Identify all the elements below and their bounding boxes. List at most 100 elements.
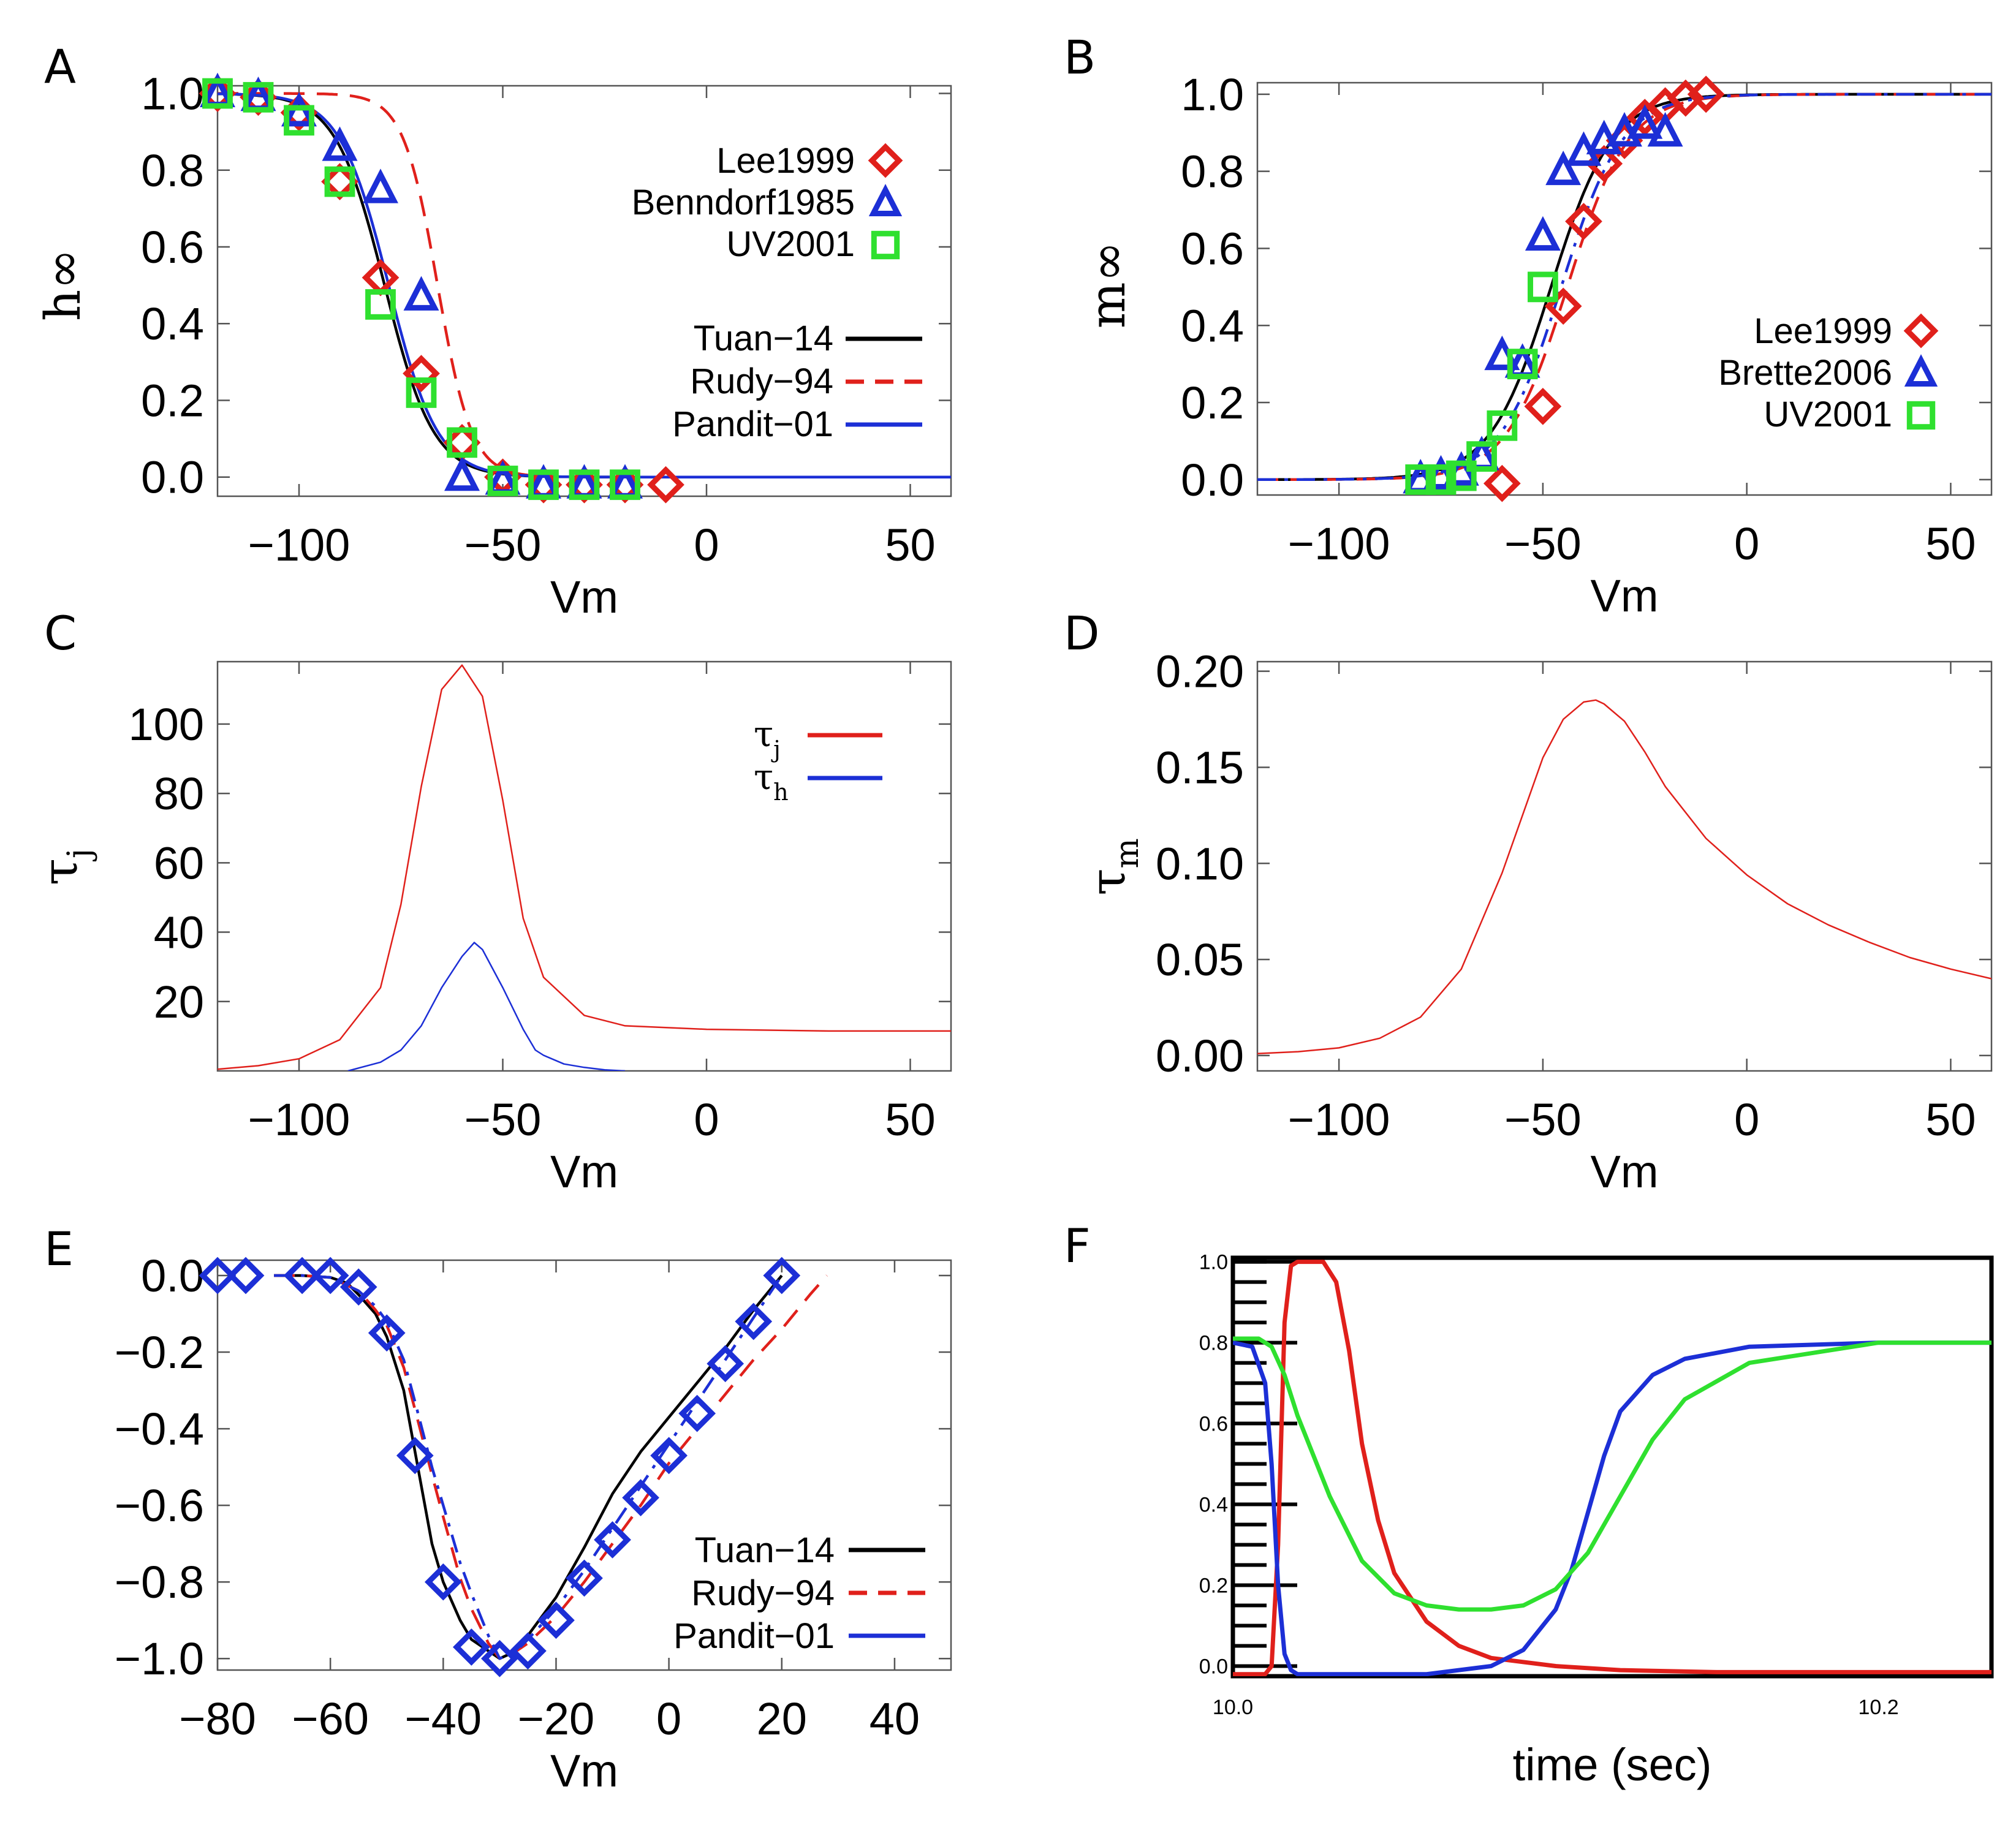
legend-a-square-marker xyxy=(871,230,900,260)
panel-a-marker xyxy=(487,466,518,496)
panel-e-marker xyxy=(311,1257,349,1295)
panel-b-ylabel: m∞ xyxy=(1079,241,1136,329)
panel-e-ytick: −0.4 xyxy=(115,1404,204,1454)
panel-a-ytick: 0.2 xyxy=(141,375,204,426)
panel-d-xlabel: Vm xyxy=(1591,1146,1659,1197)
panel-letter-b: B xyxy=(1064,30,1096,85)
panel-b-marker xyxy=(1483,464,1521,502)
panel-c-ytick: 100 xyxy=(129,699,204,750)
panel-e-marker xyxy=(678,1394,716,1432)
panel-a-marker xyxy=(444,456,480,491)
panel-c-ytick: 40 xyxy=(154,907,204,958)
legend-a-benndorf1985: Benndorf1985 xyxy=(632,183,855,222)
panel-f-series-j xyxy=(1233,1336,1991,1612)
panel-b-ytick: 0.8 xyxy=(1181,146,1244,197)
panel-e-markers-data xyxy=(199,1257,801,1677)
panel-b-xlabel: Vm xyxy=(1591,570,1659,621)
panel-e-marker xyxy=(537,1601,575,1639)
panel-b-marker xyxy=(1647,112,1683,147)
panel-a-marker xyxy=(363,168,398,203)
legend-c-tauh: τh xyxy=(754,756,789,806)
panel-e-legend: Tuan−14 Rudy−94 Pandit−01 xyxy=(673,1530,925,1656)
panel-f-series-h xyxy=(1233,1340,1991,1676)
panel-e-marker xyxy=(481,1639,518,1677)
panel-e-marker xyxy=(650,1437,688,1475)
panel-e-marker xyxy=(763,1257,801,1295)
panel-e-marker xyxy=(509,1632,547,1670)
panel-d-ytick: 0.05 xyxy=(1156,934,1244,985)
panel-a-marker xyxy=(322,126,358,161)
legend-a-tuan: Tuan−14 xyxy=(694,319,833,358)
panel-letter-f: F xyxy=(1064,1219,1091,1273)
panel-e-xtick: −60 xyxy=(292,1693,369,1744)
panel-b-marker xyxy=(1524,387,1562,425)
legend-b-lee1999: Lee1999 xyxy=(1754,311,1892,351)
panel-e-xtick: −40 xyxy=(405,1693,482,1744)
panel-f-xtick: 10.2 xyxy=(1859,1696,1899,1719)
panel-b-marker xyxy=(1627,104,1663,139)
panel-a-marker xyxy=(647,466,684,504)
panel-f-axes xyxy=(1230,1255,1994,1679)
panel-b-marker xyxy=(1607,112,1642,147)
panel-a-xtick: 0 xyxy=(694,520,719,570)
panel-e-marker xyxy=(396,1437,434,1475)
panel-b-ytick: 0.0 xyxy=(1181,455,1244,505)
panel-d-ylabel: τm xyxy=(1079,838,1146,896)
panel-d-series-τm xyxy=(1257,699,1991,1055)
panel-d-axes xyxy=(1256,660,1993,1072)
panel-b-xtick: −50 xyxy=(1504,518,1582,569)
panel-b-ytick: 0.2 xyxy=(1181,377,1244,428)
panel-a-xtick: 50 xyxy=(885,520,935,570)
panel-letter-e: E xyxy=(44,1222,74,1276)
panel-a-marker xyxy=(365,289,396,320)
panel-e-series-Rudy−94 xyxy=(274,1274,828,1660)
panel-c-ytick: 20 xyxy=(154,977,204,1027)
panel-f-ytick: 0.4 xyxy=(1199,1494,1228,1517)
panel-a-marker xyxy=(324,166,355,197)
panel-b-ytick: 0.6 xyxy=(1181,223,1244,274)
panel-a-marker xyxy=(447,427,477,458)
legend-e-rudy: Rudy−94 xyxy=(691,1573,835,1613)
panel-b-series-Pandit−01 xyxy=(1257,93,1991,482)
panel-b-marker xyxy=(1507,349,1538,380)
panel-b-ytick: 1.0 xyxy=(1181,69,1244,120)
panel-f-xlabel: time (sec) xyxy=(1513,1739,1712,1790)
panel-e-marker xyxy=(566,1559,603,1597)
legend-a-lee1999: Lee1999 xyxy=(716,141,855,181)
legend-b-diamond-marker xyxy=(1903,313,1939,349)
panel-e-ytick: 0.0 xyxy=(141,1250,204,1301)
panel-e-ytick: −1.0 xyxy=(115,1633,204,1684)
panel-e-plot: −80 −60 −40 −20 0 20 40 −1.0 −0.8 −0.6 −0.4 −0.2 0.0… xyxy=(115,1250,952,1796)
panel-e-marker xyxy=(594,1521,631,1559)
panel-e-marker xyxy=(452,1628,490,1666)
legend-c-tauj: τj xyxy=(754,713,781,763)
legend-b-triangle-marker xyxy=(1904,354,1938,387)
panel-f-plot: 10.0 10.2 0.0 0.2 0.4 0.6 0.8 1.0 time (sec) xyxy=(1199,1251,1994,1790)
panel-b-legend: Lee1999 Brette2006 UV2001 xyxy=(1718,311,1892,434)
panel-e-marker xyxy=(424,1563,462,1601)
panel-b-markers-UV2001 xyxy=(1405,271,1558,495)
panel-a-marker xyxy=(202,78,233,109)
panel-d-ytick: 0.20 xyxy=(1156,646,1244,697)
panel-a-markers-UV2001 xyxy=(202,78,640,501)
panel-a-ytick: 0.0 xyxy=(141,452,204,503)
panel-a-xtick: −100 xyxy=(248,520,351,570)
panel-b-marker xyxy=(1487,410,1518,441)
panel-e-marker xyxy=(707,1345,745,1383)
panel-a-xlabel: Vm xyxy=(550,572,618,622)
panel-f-ytick: 0.6 xyxy=(1199,1413,1228,1436)
legend-e-pandit: Pandit−01 xyxy=(673,1616,835,1656)
panel-b-markers-Lee1999 xyxy=(1483,75,1725,502)
panel-a-marker xyxy=(569,469,600,501)
panel-d-ytick: 0.00 xyxy=(1156,1030,1244,1081)
panel-c-xtick: 50 xyxy=(885,1094,935,1145)
panel-a-marker xyxy=(406,377,437,408)
panel-b-marker xyxy=(1687,75,1725,113)
panel-b-marker xyxy=(1525,216,1561,251)
panel-b-marker xyxy=(1466,441,1497,472)
panel-c-xtick: 0 xyxy=(694,1094,719,1145)
panel-c-ytick: 60 xyxy=(154,837,204,888)
panel-e-xtick: 20 xyxy=(757,1693,807,1744)
panel-c-series-τh xyxy=(347,942,626,1071)
